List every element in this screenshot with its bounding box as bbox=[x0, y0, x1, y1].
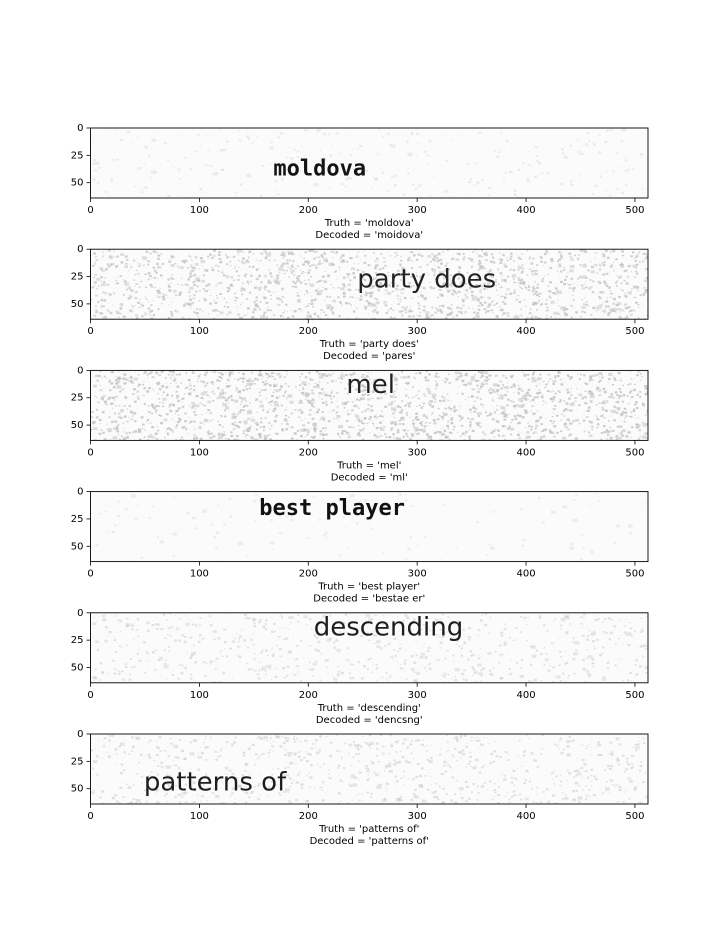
x-tick-label: 500 bbox=[625, 811, 644, 822]
axes-frame bbox=[90, 491, 649, 563]
y-tick-label: 25 bbox=[71, 150, 84, 161]
x-tick-label: 0 bbox=[87, 447, 93, 458]
y-tick-label: 50 bbox=[71, 178, 84, 189]
x-tick-label: 400 bbox=[517, 447, 536, 458]
x-tick-label: 400 bbox=[517, 205, 536, 216]
truth-label: Truth = 'descending' bbox=[317, 703, 421, 714]
x-tick-label: 500 bbox=[625, 569, 644, 580]
subplot-4: best player 0 100 200 300 400 500 0 25 50 Truth = … bbox=[71, 487, 649, 605]
y-tick-label: 25 bbox=[71, 393, 84, 404]
truth-label: Truth = 'best player' bbox=[317, 582, 420, 593]
y-tick-label: 0 bbox=[77, 244, 83, 255]
decoded-label: Decoded = 'patterns of' bbox=[310, 836, 429, 847]
x-tick-label: 300 bbox=[408, 569, 427, 580]
decoded-label: Decoded = 'moidova' bbox=[315, 230, 423, 241]
decoded-label: Decoded = 'ml' bbox=[331, 472, 408, 483]
y-tick-label: 25 bbox=[71, 756, 84, 767]
axes-frame bbox=[90, 369, 649, 441]
y-tick-label: 25 bbox=[71, 514, 84, 525]
x-tick-label: 300 bbox=[408, 690, 427, 701]
axes-frame bbox=[90, 127, 649, 199]
truth-label: Truth = 'patterns of' bbox=[318, 824, 419, 835]
x-tick-label: 0 bbox=[87, 569, 93, 580]
subplot-1: moldova 0 100 200 300 400 500 0 25 50 Truth = 'mol… bbox=[71, 123, 649, 241]
decoded-label: Decoded = 'pares' bbox=[323, 351, 415, 362]
truth-label: Truth = 'party does' bbox=[319, 339, 419, 350]
image-text: mel bbox=[346, 370, 395, 400]
x-tick-label: 0 bbox=[87, 205, 93, 216]
x-tick-label: 100 bbox=[190, 205, 209, 216]
decoded-label: Decoded = 'dencsng' bbox=[316, 715, 423, 726]
x-tick-label: 300 bbox=[408, 447, 427, 458]
axes-frame bbox=[90, 733, 649, 805]
image-noise bbox=[90, 249, 648, 320]
x-tick-label: 100 bbox=[190, 569, 209, 580]
x-tick-label: 200 bbox=[299, 205, 318, 216]
y-tick-label: 50 bbox=[71, 784, 84, 795]
decoded-label: Decoded = 'bestae er' bbox=[313, 594, 425, 605]
axes-frame bbox=[90, 248, 649, 320]
x-tick-label: 400 bbox=[517, 811, 536, 822]
x-tick-label: 100 bbox=[190, 326, 209, 337]
x-tick-label: 500 bbox=[625, 447, 644, 458]
x-tick-label: 200 bbox=[299, 811, 318, 822]
image-text: best player bbox=[259, 496, 405, 521]
subplot-3: mel 0 100 200 300 400 500 0 25 50 Truth = 'mel'Dec… bbox=[71, 365, 649, 483]
x-tick-label: 200 bbox=[299, 569, 318, 580]
truth-label: Truth = 'moldova' bbox=[324, 218, 414, 229]
y-tick-label: 25 bbox=[71, 272, 84, 283]
x-tick-label: 500 bbox=[625, 690, 644, 701]
subplot-5: descending 0 100 200 300 400 500 0 25 50 Truth = '… bbox=[71, 608, 649, 726]
x-tick-label: 200 bbox=[299, 326, 318, 337]
x-tick-label: 400 bbox=[517, 690, 536, 701]
image-background bbox=[90, 491, 648, 562]
x-tick-label: 300 bbox=[408, 811, 427, 822]
y-tick-label: 25 bbox=[71, 635, 84, 646]
x-tick-label: 400 bbox=[517, 569, 536, 580]
y-tick-label: 50 bbox=[71, 662, 84, 673]
y-tick-label: 50 bbox=[71, 541, 84, 552]
y-tick-label: 50 bbox=[71, 299, 84, 310]
x-tick-label: 300 bbox=[408, 205, 427, 216]
x-tick-label: 0 bbox=[87, 811, 93, 822]
image-text: party does bbox=[357, 264, 496, 294]
subplot-2: party does 0 100 200 300 400 500 0 25 50 Truth = '… bbox=[71, 244, 649, 362]
y-tick-label: 0 bbox=[77, 365, 83, 376]
y-tick-label: 0 bbox=[77, 487, 83, 498]
x-tick-label: 500 bbox=[625, 326, 644, 337]
x-tick-label: 0 bbox=[87, 690, 93, 701]
axes-frame bbox=[90, 612, 649, 684]
image-background bbox=[90, 128, 648, 198]
x-tick-label: 300 bbox=[408, 326, 427, 337]
x-tick-label: 500 bbox=[625, 205, 644, 216]
subplot-6: patterns of 0 100 200 300 400 500 0 25 50 Truth = … bbox=[71, 729, 649, 847]
image-background bbox=[90, 612, 648, 683]
image-text: patterns of bbox=[144, 768, 287, 798]
y-tick-label: 50 bbox=[71, 420, 84, 431]
x-tick-label: 400 bbox=[517, 326, 536, 337]
x-tick-label: 100 bbox=[190, 690, 209, 701]
y-tick-label: 0 bbox=[77, 608, 83, 619]
image-noise bbox=[90, 370, 648, 441]
truth-label: Truth = 'mel' bbox=[336, 460, 401, 471]
x-tick-label: 100 bbox=[190, 447, 209, 458]
image-background bbox=[90, 734, 648, 804]
image-text: descending bbox=[314, 613, 464, 643]
y-tick-label: 0 bbox=[77, 729, 83, 740]
x-tick-label: 0 bbox=[87, 326, 93, 337]
x-tick-label: 100 bbox=[190, 811, 209, 822]
x-tick-label: 200 bbox=[299, 447, 318, 458]
x-tick-label: 200 bbox=[299, 690, 318, 701]
y-tick-label: 0 bbox=[77, 123, 83, 134]
image-text: moldova bbox=[273, 157, 366, 182]
